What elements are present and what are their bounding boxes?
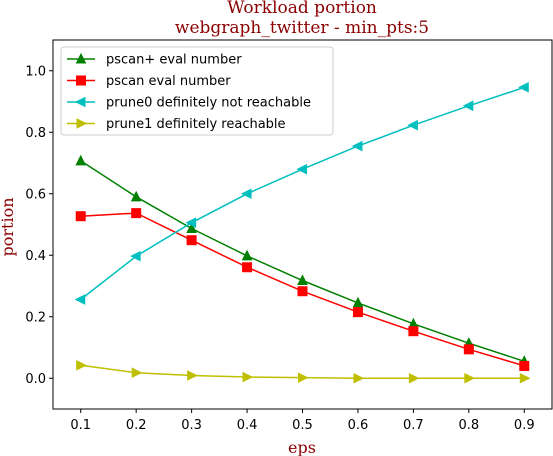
data-point [408, 326, 419, 337]
data-point [462, 100, 474, 112]
data-point [131, 367, 143, 379]
data-point [240, 188, 252, 200]
legend-label: pscan eval number [106, 74, 231, 89]
data-point [464, 372, 475, 384]
legend: pscan+ eval number pscan eval number prune… [60, 46, 334, 136]
data-point [351, 140, 363, 152]
series-line [80, 160, 525, 363]
data-point [186, 235, 197, 246]
plot-area: 0.1 0.2 0.3 0.4 0.5 0.6 0.7 0.8 0.9 0.0 0.2 0.4 0.6 0… [25, 39, 553, 433]
legend-box [60, 46, 334, 136]
data-point [75, 52, 87, 64]
y-tick-label: 1.0 [25, 64, 46, 79]
data-point [75, 154, 87, 166]
legend-label: prune0 definitely not reachable [106, 96, 311, 111]
y-tick-label: 0.2 [25, 310, 46, 325]
data-point [241, 249, 253, 261]
data-point [297, 274, 308, 285]
data-point [242, 262, 253, 273]
data-point [352, 296, 364, 308]
data-point [352, 307, 363, 318]
x-tick-label: 0.6 [348, 418, 369, 433]
data-point [130, 190, 142, 202]
y-axis-label: portion [0, 197, 17, 256]
data-point [76, 118, 88, 129]
data-point [74, 294, 86, 305]
data-point [185, 217, 197, 228]
x-tick-label: 0.1 [70, 418, 91, 433]
x-axis-label: eps [288, 438, 316, 456]
x-tick-label: 0.9 [514, 418, 535, 433]
x-tick-label: 0.8 [458, 418, 479, 433]
data-point [74, 96, 86, 108]
x-tick-label: 0.3 [181, 418, 202, 433]
chart-subtitle: webgraph_twitter - min_pts:5 [175, 18, 429, 38]
y-tick-label: 0.8 [25, 126, 46, 141]
data-point [519, 372, 531, 384]
data-point [242, 371, 254, 383]
x-tick-label: 0.7 [403, 418, 424, 433]
y-tick-label: 0.4 [25, 249, 46, 264]
y-tick-label: 0.6 [25, 187, 46, 202]
data-point [130, 250, 141, 262]
data-point [131, 208, 142, 219]
data-point [353, 372, 365, 384]
data-point [408, 372, 420, 384]
data-point [518, 82, 529, 93]
legend-label: prune1 definitely reachable [106, 117, 286, 132]
data-point [76, 360, 87, 371]
data-point [407, 119, 418, 131]
x-tick-label: 0.5 [292, 418, 313, 433]
data-point [297, 286, 308, 297]
data-point [76, 75, 86, 86]
data-point [298, 372, 309, 383]
x-tick-label: 0.4 [237, 418, 258, 433]
data-point [463, 344, 474, 355]
data-point [519, 360, 530, 371]
data-point [75, 211, 86, 222]
data-point [296, 163, 307, 175]
x-tick-label: 0.2 [126, 418, 147, 433]
chart-title: Workload portion [227, 0, 377, 18]
data-point [186, 222, 197, 233]
data-point [187, 370, 198, 381]
y-tick-label: 0.0 [25, 372, 46, 387]
legend-label: pscan+ eval number [106, 53, 242, 68]
